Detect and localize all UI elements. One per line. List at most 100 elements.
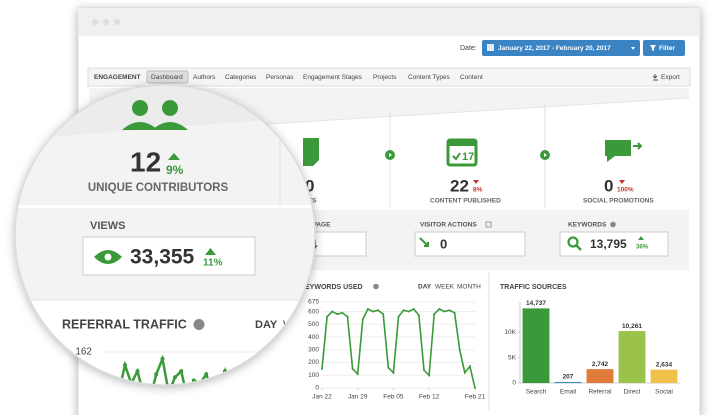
point — [382, 313, 385, 316]
bar — [522, 308, 550, 383]
search-handle — [575, 244, 582, 251]
point — [321, 367, 323, 370]
point — [402, 309, 405, 312]
value-label: 207 — [563, 374, 574, 381]
metric-value: 13,795 — [590, 237, 627, 251]
point — [346, 315, 349, 318]
point — [173, 375, 177, 380]
calendar-icon — [487, 44, 494, 51]
date-range[interactable]: January 22, 2017 - February 20, 2017 — [498, 45, 611, 52]
point — [336, 313, 339, 316]
help-icon — [373, 283, 379, 290]
toggle[interactable]: DAY — [255, 319, 278, 331]
date-label: Date: — [460, 45, 477, 52]
up-arrow — [638, 236, 644, 240]
x-tick-label: Feb 05 — [383, 394, 404, 401]
down-arrow — [619, 180, 625, 184]
filter-label[interactable]: Filter — [659, 45, 675, 52]
stat-change: 100% — [617, 187, 634, 194]
x-tick-label: Email — [560, 389, 577, 396]
panel-title: TRAFFIC SOURCES — [500, 284, 567, 291]
bar — [618, 331, 646, 383]
nav-tab[interactable]: Engagement Stages — [303, 74, 363, 81]
search-icon — [567, 236, 579, 248]
stat-label: UNIQUE CONTRIBUTORS — [88, 182, 229, 194]
point — [433, 313, 436, 316]
y-tick-label: 500 — [308, 321, 319, 328]
panel-title: REFERRAL TRAFFIC — [62, 317, 187, 331]
title-bar — [78, 8, 700, 36]
y-tick-label: 675 — [308, 299, 319, 306]
toggle[interactable]: WEEK — [435, 284, 455, 291]
point — [438, 308, 441, 311]
filter-button[interactable] — [643, 40, 685, 56]
nav-tab[interactable]: Dashboard — [151, 74, 183, 81]
bar — [586, 369, 614, 383]
point — [356, 372, 359, 375]
stat-value: 22 — [450, 176, 469, 195]
point — [366, 308, 369, 311]
point — [407, 310, 410, 313]
pupil — [104, 253, 112, 261]
nav-tab[interactable]: Personas — [266, 74, 294, 81]
nav-bar — [87, 67, 691, 87]
x-tick-label: Jan 29 — [348, 394, 368, 401]
window-dot — [103, 19, 109, 25]
stat-value: 0 — [305, 176, 314, 195]
point — [474, 387, 476, 389]
point — [387, 366, 390, 369]
x-tick-label: Referral — [588, 389, 612, 396]
flow-arrow-head — [544, 153, 547, 157]
nav-tab[interactable]: Content Types — [408, 74, 451, 81]
point — [463, 371, 466, 374]
magnifier-rim — [14, 84, 316, 386]
point — [351, 367, 354, 370]
metric-label: VIEWS — [90, 220, 125, 232]
metric-change: 36% — [636, 245, 649, 251]
metric-change: 11% — [203, 258, 223, 269]
toggle[interactable]: MONTH — [457, 284, 481, 291]
help-icon — [610, 221, 616, 228]
value-label: 14,737 — [526, 300, 546, 307]
y-tick-label: 0 — [315, 385, 319, 392]
nav-tab[interactable]: Projects — [373, 74, 397, 81]
person-icon — [132, 100, 148, 116]
metric-value: 0 — [440, 236, 447, 251]
y-tick-label: 0 — [512, 380, 516, 387]
share-arrow — [633, 142, 643, 150]
point — [331, 310, 334, 313]
nav-tab[interactable]: Content — [460, 74, 483, 81]
date-button[interactable] — [482, 40, 640, 56]
check — [452, 152, 461, 161]
x-tick-label: Jan 22 — [312, 394, 332, 401]
export[interactable]: Export — [661, 74, 680, 81]
stat-value: 0 — [604, 176, 613, 195]
people-body — [122, 122, 188, 130]
nav-tab[interactable]: Authors — [193, 74, 216, 81]
export-icon — [652, 74, 658, 81]
keywords-chart: 0 100 200 300 400 500 600 675 Jan 22 Jan 29 Feb 05… — [308, 299, 485, 401]
point — [458, 348, 461, 351]
toggle[interactable]: DAY — [418, 284, 432, 291]
stat-change: 9% — [166, 163, 184, 177]
point — [179, 369, 184, 374]
value-label: 2,634 — [656, 361, 673, 368]
y-tick-label: 5K — [508, 354, 517, 361]
x-tick-label: Social — [655, 389, 673, 396]
nav-section: ENGAGEMENT — [94, 74, 141, 81]
point — [428, 374, 431, 377]
promotion-icon — [605, 140, 631, 162]
y-tick-label: 162 — [75, 347, 92, 358]
value-label: 2,742 — [592, 361, 609, 368]
stat-change: 8% — [473, 187, 483, 194]
point — [443, 310, 446, 313]
calendar-day: 17 — [462, 151, 474, 163]
x-tick-label: Search — [526, 389, 547, 396]
down-arrow — [473, 180, 479, 184]
x-tick-label: Direct — [624, 389, 641, 396]
point — [361, 318, 364, 321]
value-label: 10,261 — [622, 323, 642, 330]
nav-tab[interactable]: Categories — [225, 74, 257, 81]
x-tick-label: Feb 12 — [419, 394, 440, 401]
